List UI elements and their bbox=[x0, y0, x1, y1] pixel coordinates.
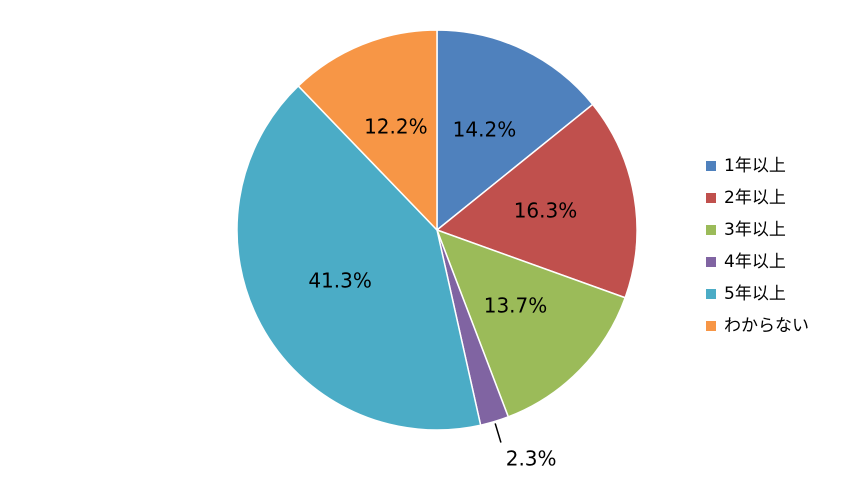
legend-swatch bbox=[706, 257, 716, 267]
legend-label: 1年以上 bbox=[724, 156, 786, 176]
data-label: 16.3% bbox=[514, 198, 578, 222]
legend-swatch bbox=[706, 225, 716, 235]
legend-label: 3年以上 bbox=[724, 220, 786, 240]
data-label: 13.7% bbox=[484, 294, 548, 318]
pie-slice bbox=[297, 29, 438, 232]
legend-swatch bbox=[706, 193, 716, 203]
pie-slice bbox=[236, 84, 482, 431]
legend-swatch bbox=[706, 321, 716, 331]
legend-label: 4年以上 bbox=[724, 252, 786, 272]
pie-slice bbox=[435, 103, 638, 299]
data-label: 2.3% bbox=[506, 446, 557, 470]
pie-slice bbox=[435, 228, 627, 418]
pie-slice bbox=[436, 29, 594, 232]
data-label: 41.3% bbox=[308, 269, 372, 293]
leader-line bbox=[494, 423, 502, 443]
legend-label: 5年以上 bbox=[724, 284, 786, 304]
legend-swatch bbox=[706, 289, 716, 299]
legend-label: 2年以上 bbox=[724, 188, 786, 208]
data-label: 14.2% bbox=[453, 117, 517, 141]
legend-swatch bbox=[706, 161, 716, 171]
legend-label: わからない bbox=[724, 316, 809, 336]
data-label: 12.2% bbox=[364, 114, 428, 138]
